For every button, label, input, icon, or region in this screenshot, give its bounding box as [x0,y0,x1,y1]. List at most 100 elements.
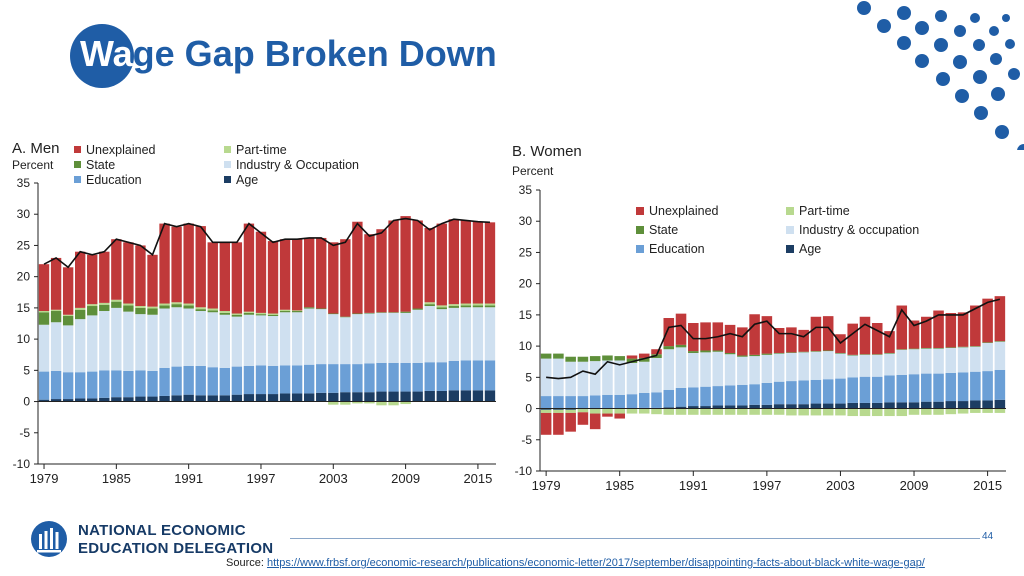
bar-segment-education [183,365,194,395]
bar-segment-age [99,397,110,402]
bar-segment-industry [484,307,496,361]
bar-segment-industry [352,314,363,365]
dot [990,53,1002,65]
bar-segment-unexplained [328,242,339,314]
source-citation: Source: https://www.frbsf.org/economic-r… [226,557,925,569]
bar-segment-age [340,392,351,402]
bar-segment-part_time [871,408,883,417]
bar-segment-industry [871,354,883,377]
bar-segment-age [147,396,158,402]
bar-segment-unexplained [62,267,74,315]
y-tick-label: 0 [525,402,532,416]
bar-segment-age [400,391,411,402]
bar-segment-state [231,314,243,317]
bar-segment-industry [436,309,447,363]
bar-segment-age [835,403,846,409]
bar-segment-part_time [484,303,496,306]
bar-segment-industry [291,312,303,366]
bar-segment-part_time [340,401,351,405]
bar-segment-state [484,305,496,308]
bar-segment-unexplained [111,239,122,300]
bar-segment-state [87,306,98,316]
bar-segment-part_time [724,408,736,415]
logo-column [50,528,53,549]
dot [915,21,929,35]
women-chart: B. Women Percent 35 30 25 20 15 10 5 0 -5 -10 1979 19… [508,138,1024,498]
bar-segment-industry [859,354,871,377]
legend-swatch-age [224,176,231,183]
y-tick-label: 35 [519,183,533,197]
legend-label-industry: Industry & occupation [799,223,919,237]
bar-segment-unexplained [871,323,883,355]
bar-segment-education [364,363,375,393]
bar-segment-age [982,400,993,409]
bar-segment-state [111,301,122,308]
bar-segment-state [400,311,411,313]
bar-segment-industry [700,352,711,387]
bar-segment-industry [761,354,773,383]
bar-segment-state [700,350,711,353]
bar-segment-industry [957,347,969,373]
dot [995,125,1009,139]
x-tick-label: 1979 [532,478,561,493]
y-tick-label: 10 [17,332,31,346]
y-tick-label: 0 [23,395,30,409]
title-highlight: Wa [80,33,133,74]
y-tick-label: 30 [519,214,533,228]
source-link[interactable]: https://www.frbsf.org/economic-research/… [266,557,925,569]
bar-segment-state [304,307,315,309]
bar-segment-part_time [111,299,122,302]
bar-segment-state [749,354,760,357]
bar-segment-part_time [38,311,50,313]
bar-segment-state [159,305,170,309]
bar-segment-state [424,304,435,307]
bar-segment-state [602,355,613,361]
bar-segment-unexplained [626,355,638,359]
bar-segment-unexplained [135,245,146,307]
bar-segment-education [75,372,86,399]
bar-segment-age [316,392,327,402]
bar-segment-age [933,401,944,409]
bar-segment-education [267,365,279,395]
bar-segment-age [448,390,459,402]
bar-segment-part_time [460,303,472,306]
bar-segment-state [50,311,62,323]
bar-segment-state [786,352,797,353]
bar-segment-education [822,379,834,404]
x-tick-label: 2015 [973,478,1002,493]
bar-segment-state [921,347,932,349]
bar-segment-part_time [147,306,158,309]
legend-label-part_time: Part-time [236,143,287,157]
bar-segment-state [364,312,375,314]
bar-segment-part_time [376,401,387,406]
bar-segment-part_time [982,408,993,413]
bar-segment-education [424,362,435,391]
legend-swatch-unexplained [636,207,644,215]
bar-segment-industry [316,309,327,365]
bar-segment-education [688,387,699,407]
bar-segment-age [388,391,399,402]
bar-segment-unexplained [460,220,472,304]
bar-segment-part_time [700,408,711,415]
bar-segment-industry [219,314,230,368]
bar-segment-state [316,308,327,310]
bar-segment-education [316,364,327,393]
bar-segment-part_time [472,303,484,306]
bar-segment-industry [62,325,74,373]
bar-segment-part_time [651,408,662,415]
bar-segment-part_time [195,307,206,310]
bar-segment-age [231,394,243,402]
bar-segment-state [712,350,724,352]
legend-swatch-part_time [224,146,231,153]
bar-segment-age [810,403,822,409]
bar-segment-unexplained [884,331,895,353]
bar-segment-part_time [291,310,303,312]
bar-segment-industry [626,362,638,395]
bar-segment-state [589,356,601,362]
bar-segment-unexplained [761,316,773,354]
bar-segment-education [255,365,267,395]
bar-segment-industry [340,317,351,365]
bar-segment-age [994,399,1006,409]
footer-divider [290,538,980,539]
bar-segment-part_time [835,408,846,416]
